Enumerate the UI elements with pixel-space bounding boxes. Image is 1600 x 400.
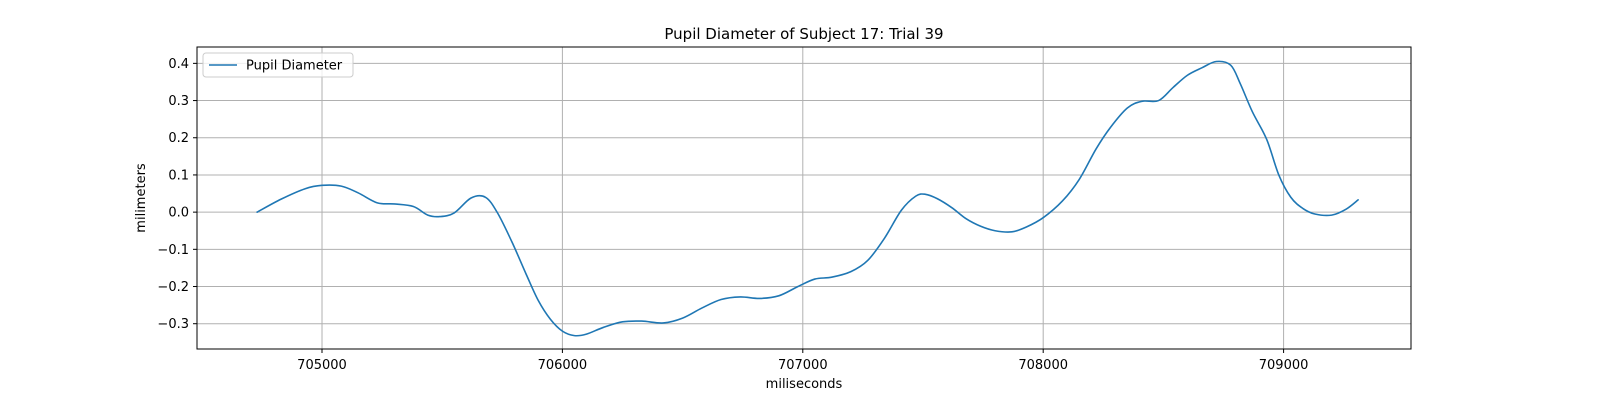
x-tick-label: 705000 <box>297 358 347 373</box>
y-tick-label: 0.0 <box>168 206 189 221</box>
x-tick-label: 709000 <box>1259 358 1309 373</box>
chart-title: Pupil Diameter of Subject 17: Trial 39 <box>664 25 943 43</box>
x-axis-ticks: 705000 706000 707000 708000 709000 <box>297 349 1308 373</box>
y-tick-label: −0.3 <box>157 317 189 332</box>
y-tick-label: 0.2 <box>168 131 189 146</box>
x-axis-label: miliseconds <box>766 377 843 392</box>
x-tick-label: 708000 <box>1018 358 1068 373</box>
y-tick-label: 0.3 <box>168 94 189 109</box>
y-axis-ticks: −0.3 −0.2 −0.1 0.0 0.1 0.2 0.3 0.4 <box>157 57 197 332</box>
y-tick-label: 0.4 <box>168 57 189 72</box>
x-tick-label: 706000 <box>538 358 588 373</box>
x-tick-label: 707000 <box>778 358 828 373</box>
y-tick-label: −0.2 <box>157 280 189 295</box>
series-line-pupil-diameter <box>256 60 1359 337</box>
legend-label-pupil-diameter: Pupil Diameter <box>246 59 343 74</box>
y-tick-label: 0.1 <box>168 168 189 183</box>
y-tick-label: −0.1 <box>157 243 189 258</box>
plot-frame <box>196 46 1412 350</box>
legend: Pupil Diameter <box>202 52 354 78</box>
grid <box>197 47 1411 349</box>
legend-box <box>202 52 354 78</box>
y-axis-label: milimeters <box>134 163 149 233</box>
